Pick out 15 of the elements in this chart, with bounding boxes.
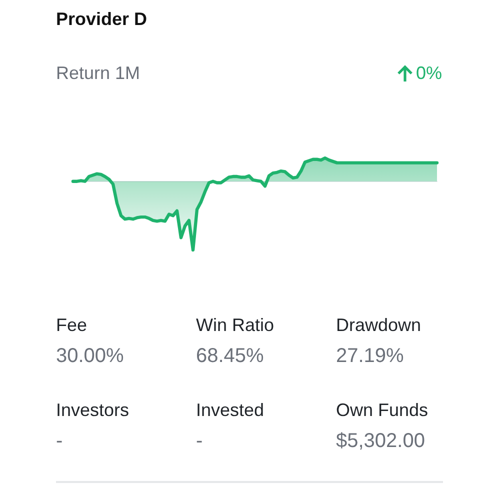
text: Own Funds xyxy=(336,400,428,420)
text: $5,302.00 xyxy=(336,430,425,452)
text: Win Ratio xyxy=(196,315,274,335)
text: 27.19% xyxy=(336,344,404,366)
chart-subtitle: Return 1M xyxy=(56,63,140,83)
text: - xyxy=(196,430,203,452)
text: Investors xyxy=(56,400,130,420)
text: 0% xyxy=(416,63,442,83)
text: Fee xyxy=(56,315,88,335)
text: Drawdown xyxy=(336,315,422,335)
text: - xyxy=(56,430,63,452)
chart-title: Provider D xyxy=(56,8,148,28)
text: Invested xyxy=(196,400,264,420)
text: 30.00% xyxy=(56,344,124,366)
text: 68.45% xyxy=(196,344,264,366)
